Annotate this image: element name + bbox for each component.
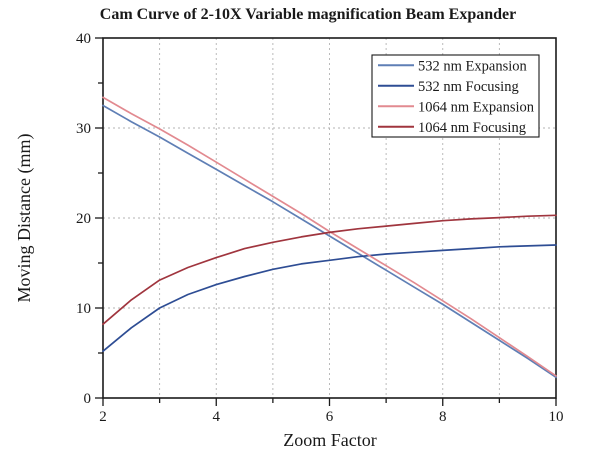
x-tick-label: 10 (549, 409, 564, 425)
plot-frame (102, 37, 557, 399)
series-line-1064-nm-expansion (102, 96, 557, 377)
x-axis-label: Zoom Factor (283, 430, 376, 450)
series-lines (102, 96, 557, 379)
series-line-532-nm-focusing (102, 244, 557, 353)
x-tick-label: 4 (213, 409, 221, 425)
legend: 532 nm Expansion 532 nm Focusing 1064 nm E… (371, 54, 540, 138)
legend-label: 1064 nm Focusing (418, 120, 526, 136)
axis-ticks (95, 37, 557, 406)
legend-entry: 1064 nm Focusing (378, 120, 526, 136)
y-tick-label: 30 (76, 121, 91, 137)
legend-entry: 532 nm Expansion (378, 58, 527, 74)
series-line-532-nm-expansion (102, 104, 557, 379)
y-axis-label: Moving Distance (mm) (14, 134, 35, 303)
y-tick-label: 20 (76, 211, 91, 227)
legend-label: 1064 nm Expansion (418, 99, 535, 115)
y-tick-label: 10 (76, 301, 91, 317)
chart-title: Cam Curve of 2-10X Variable magnificatio… (100, 6, 516, 23)
legend-entry: 1064 nm Expansion (378, 99, 535, 115)
legend-label: 532 nm Expansion (418, 58, 527, 74)
series-line-1064-nm-focusing (102, 214, 557, 326)
x-tick-label: 2 (99, 409, 107, 425)
legend-entry: 532 nm Focusing (378, 79, 519, 95)
y-tick-label: 40 (76, 31, 91, 47)
tick-labels: 2 4 6 8 10 0 10 20 30 40 (76, 31, 564, 425)
x-tick-label: 6 (326, 409, 334, 425)
legend-box (371, 54, 540, 138)
legend-label: 532 nm Focusing (418, 79, 519, 95)
y-tick-label: 0 (84, 391, 92, 407)
x-tick-label: 8 (439, 409, 447, 425)
